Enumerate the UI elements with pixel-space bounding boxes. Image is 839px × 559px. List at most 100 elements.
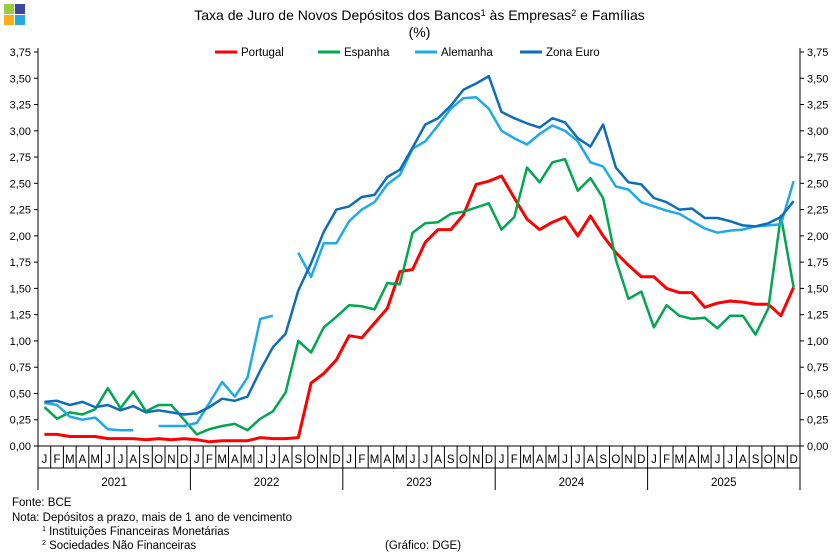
year-label: 2024 (559, 477, 585, 489)
chart-title: Taxa de Juro de Novos Depósitos dos Banc… (0, 7, 839, 41)
y-tick-label-left: 2,25 (10, 205, 31, 217)
month-label: A (383, 454, 391, 466)
chart-subtitle: (%) (408, 24, 431, 40)
year-label: 2021 (101, 477, 127, 489)
month-label: J (410, 454, 416, 466)
month-label: M (700, 454, 710, 466)
y-tick-label-right: 1,75 (807, 257, 828, 269)
footnote-1: 1 Instituições Financeiras Monetárias (42, 526, 230, 538)
month-label: A (282, 454, 290, 466)
month-label: J (715, 454, 721, 466)
month-label: D (332, 454, 340, 466)
month-label: D (637, 454, 645, 466)
legend-label: Alemanha (441, 47, 493, 59)
month-label: J (499, 454, 505, 466)
month-label: S (295, 454, 303, 466)
month-label: D (180, 454, 188, 466)
month-label: J (346, 454, 352, 466)
month-label: S (752, 454, 760, 466)
y-tick-label-left: 0,25 (10, 415, 31, 427)
month-label: M (395, 454, 405, 466)
y-tick-label-right: 2,25 (807, 205, 828, 217)
series-line-espanha (43, 157, 795, 436)
month-label: J (575, 454, 581, 466)
month-label: O (459, 454, 468, 466)
month-label: F (511, 454, 518, 466)
month-label: J (270, 454, 276, 466)
month-label: A (79, 454, 87, 466)
legend-label: Zona Euro (546, 47, 600, 59)
y-tick-label-right: 3,75 (807, 47, 828, 59)
logo (4, 4, 26, 26)
month-label: N (624, 454, 632, 466)
month-label: J (105, 454, 111, 466)
y-tick-label-right: 0,75 (807, 362, 828, 374)
year-label: 2023 (406, 477, 432, 489)
y-tick-label-left: 1,00 (10, 336, 31, 348)
month-label: A (536, 454, 544, 466)
month-label: A (739, 454, 747, 466)
y-tick-label-right: 3,25 (807, 100, 828, 112)
month-label: S (599, 454, 607, 466)
y-tick-label-left: 0,00 (10, 441, 31, 453)
month-label: M (522, 454, 532, 466)
month-label: N (167, 454, 175, 466)
month-label: M (675, 454, 685, 466)
y-tick-label-right: 1,25 (807, 310, 828, 322)
month-label: N (777, 454, 785, 466)
y-tick-label-right: 0,25 (807, 415, 828, 427)
y-tick-label-left: 3,75 (10, 47, 31, 59)
chart-credit: (Gráfico: DGE) (385, 540, 462, 552)
y-tick-label-left: 2,75 (10, 152, 31, 164)
month-label: J (194, 454, 200, 466)
y-tick-label-left: 1,50 (10, 283, 31, 295)
y-tick-label-left: 3,00 (10, 126, 31, 138)
series-line-portugal (44, 174, 795, 444)
month-label: J (727, 454, 733, 466)
month-label: D (789, 454, 797, 466)
y-tick-label-right: 2,50 (807, 178, 828, 190)
month-label: N (472, 454, 480, 466)
y-tick-label-left: 3,50 (10, 73, 31, 85)
month-label: O (611, 454, 620, 466)
y-tick-label-right: 3,50 (807, 73, 828, 85)
year-label: 2022 (254, 477, 280, 489)
y-tick-label-left: 2,50 (10, 178, 31, 190)
month-label: M (243, 454, 253, 466)
month-label: A (688, 454, 696, 466)
series-line-alemanha (44, 95, 795, 432)
y-tick-label-left: 1,75 (10, 257, 31, 269)
month-label: A (129, 454, 137, 466)
month-label: M (217, 454, 227, 466)
y-tick-label-left: 1,25 (10, 310, 31, 322)
legend-label: Portugal (241, 47, 284, 59)
month-label: O (307, 454, 316, 466)
month-label: S (447, 454, 455, 466)
y-tick-label-right: 1,00 (807, 336, 828, 348)
y-tick-label-left: 3,25 (10, 100, 31, 112)
month-label: J (562, 454, 568, 466)
month-label: O (764, 454, 773, 466)
footnote-2: 2 Sociedades Não Financeiras (42, 540, 197, 552)
month-label: J (257, 454, 263, 466)
month-label: M (548, 454, 558, 466)
month-label: F (206, 454, 213, 466)
source-note: Fonte: BCE (12, 497, 72, 509)
y-tick-label-right: 2,75 (807, 152, 828, 164)
y-tick-label-right: 1,50 (807, 283, 828, 295)
month-label: M (65, 454, 75, 466)
month-label: J (118, 454, 124, 466)
y-tick-label-left: 2,00 (10, 231, 31, 243)
month-label: O (154, 454, 163, 466)
month-label: A (587, 454, 595, 466)
month-label: M (370, 454, 380, 466)
legend-label: Espanha (344, 47, 390, 59)
month-label: M (90, 454, 100, 466)
year-label: 2025 (711, 477, 737, 489)
note: Nota: Depósitos a prazo, mais de 1 ano d… (12, 512, 292, 524)
y-tick-label-left: 0,50 (10, 388, 31, 400)
y-tick-label-right: 2,00 (807, 231, 828, 243)
month-label: F (663, 454, 670, 466)
month-label: N (320, 454, 328, 466)
